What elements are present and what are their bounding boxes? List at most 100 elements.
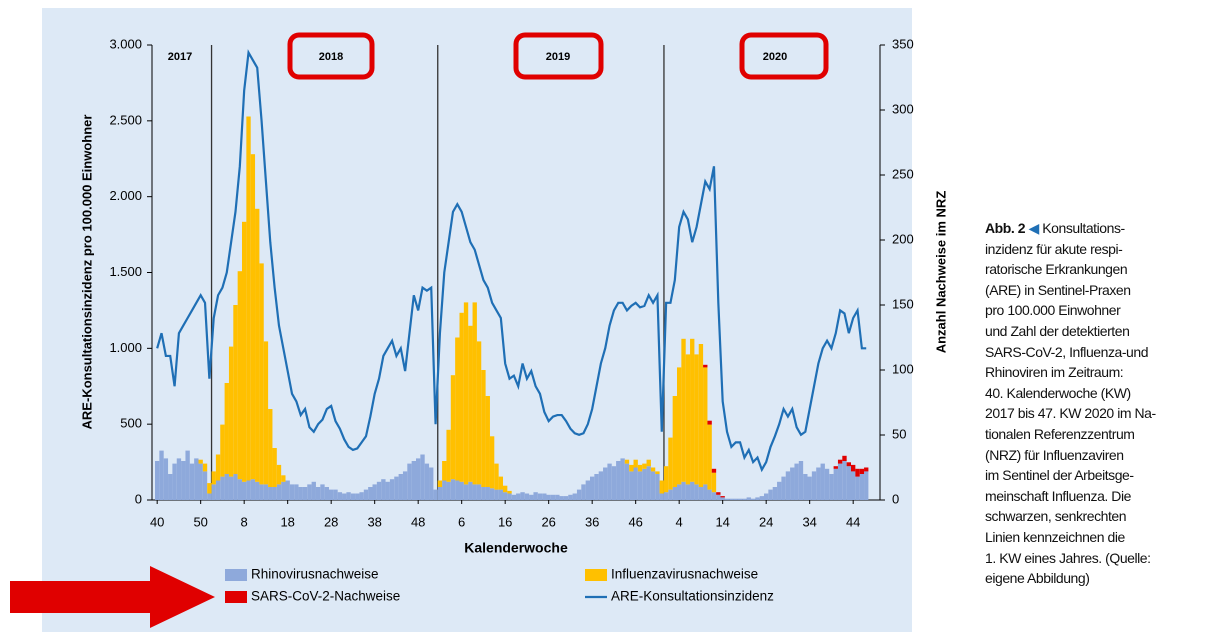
bar-segment	[324, 487, 329, 500]
bar-segment	[498, 489, 503, 500]
bar-segment	[685, 354, 691, 485]
bar-segment	[215, 480, 221, 500]
caption-line: meinschaft Influenza. Die	[985, 486, 1211, 507]
bar-segment	[194, 458, 199, 500]
bar-segment	[272, 487, 277, 500]
bar-segment	[228, 346, 234, 477]
bar-segment	[346, 492, 351, 500]
bar-segment	[511, 494, 517, 500]
bar-segment	[794, 463, 799, 500]
caption-text: und Zahl der detektierten	[985, 322, 1130, 339]
bar-segment	[503, 485, 508, 493]
bar-segment	[307, 484, 312, 500]
bar-segment	[350, 493, 356, 500]
bar-segment	[215, 454, 221, 481]
panel	[42, 8, 912, 632]
bar-segment	[320, 484, 325, 500]
bar-segment	[516, 493, 521, 500]
bar-segment	[281, 475, 286, 482]
bar-segment	[424, 463, 430, 500]
bar-segment	[207, 483, 212, 494]
bar-segment	[668, 489, 673, 500]
x-tick-label: 8	[241, 514, 248, 529]
bar-segment	[650, 471, 656, 500]
bar-segment	[637, 464, 643, 472]
bar-segment	[529, 494, 534, 500]
bar-segment	[590, 476, 595, 500]
y-tick-label: 1.500	[109, 264, 142, 279]
bar-segment	[189, 463, 195, 500]
bar-segment	[855, 468, 860, 477]
bar-segment	[198, 459, 203, 464]
bar-segment	[520, 492, 525, 500]
bar-segment	[437, 480, 443, 487]
caption-text: inzidenz für akute respi-	[985, 240, 1123, 257]
line-series	[156, 49, 867, 473]
legend-swatch	[225, 569, 247, 581]
bar-segment	[355, 493, 360, 500]
chart: ARE-Konsultationsinzidenz pro 100.000 Ei…	[10, 8, 948, 632]
bar-segment	[459, 312, 464, 482]
caption-text: meinschaft Influenza. Die	[985, 487, 1131, 504]
bar-segment	[298, 487, 303, 500]
bar-segment	[629, 464, 634, 472]
bar-segment	[533, 492, 538, 500]
bar-segment	[672, 396, 677, 487]
year-label: 2020	[763, 51, 787, 63]
bar-segment	[798, 461, 804, 500]
bar-segment	[442, 480, 447, 500]
bar-segment	[720, 497, 725, 500]
bar-segment	[268, 409, 273, 487]
bar-segment	[655, 471, 660, 474]
bar-segment	[259, 484, 264, 500]
caption-line: Linien kennzeichnen die	[985, 527, 1211, 548]
bar-segment	[864, 467, 869, 472]
bar-segment	[315, 487, 321, 500]
bar-segment	[455, 480, 460, 500]
bar-segment	[242, 221, 247, 482]
bar-segment	[633, 467, 638, 500]
bar-segment	[851, 471, 856, 500]
bar-segment	[442, 461, 447, 481]
bar-segment	[585, 480, 590, 500]
bar-segment	[620, 458, 625, 500]
bar-segment	[859, 468, 865, 474]
bar-segment	[485, 487, 490, 500]
bar-segment	[685, 484, 691, 500]
bar-segment	[337, 492, 343, 500]
bar-segment	[159, 450, 164, 500]
bar-segment	[211, 484, 216, 500]
x-tick-label: 28	[324, 514, 338, 529]
bar-segment	[724, 498, 730, 500]
bar-segment	[703, 364, 708, 368]
bar-segment	[181, 461, 186, 500]
year-label: 2019	[546, 51, 570, 63]
bar-segment	[176, 458, 182, 500]
legend-label: SARS-CoV-2-Nachweise	[251, 589, 400, 604]
bar-segment	[642, 463, 647, 469]
bar-segment	[242, 481, 247, 500]
y2-tick-label: 250	[892, 166, 914, 181]
bar-segment	[837, 459, 843, 464]
bar-segment	[263, 341, 269, 485]
bar-segment	[646, 466, 651, 500]
caption-text: Linien kennzeichnen die	[985, 528, 1125, 545]
bar-segment	[855, 476, 860, 500]
bar-segment	[272, 448, 277, 487]
bar-segment	[411, 461, 416, 500]
bar-segment	[833, 466, 838, 469]
x-tick-label: 44	[846, 514, 860, 529]
bar-segment	[202, 471, 208, 500]
caption-text: 2017 bis 47. KW 2020 im Na-	[985, 405, 1156, 422]
bar-segment	[524, 493, 530, 500]
caption-text: (NRZ) für Influenzaviren	[985, 446, 1124, 463]
bar-segment	[163, 458, 169, 500]
bar-segment	[716, 492, 721, 495]
bar-segment	[637, 471, 643, 500]
x-tick-label: 34	[802, 514, 816, 529]
y-tick-label: 500	[120, 416, 142, 431]
caption-text: schwarzen, senkrechten	[985, 508, 1127, 525]
bar-segment	[237, 479, 242, 500]
bar-segment	[546, 494, 551, 500]
